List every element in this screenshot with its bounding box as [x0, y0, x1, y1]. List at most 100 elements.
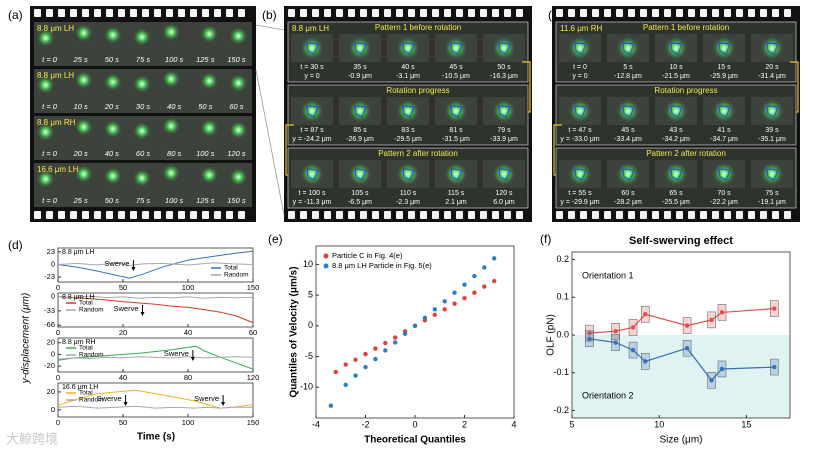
sprocket-hole — [556, 9, 563, 17]
section-title: Rotation progress — [654, 86, 717, 95]
particle-glow — [103, 120, 122, 138]
particle-glow — [348, 162, 372, 186]
point — [492, 278, 497, 284]
panel-letter: (e) — [268, 232, 283, 246]
sprocket-hole — [324, 9, 331, 17]
particle-glow — [444, 36, 468, 60]
time-label: 79 s — [497, 127, 511, 134]
point — [353, 373, 358, 378]
time-label: 81 s — [449, 127, 463, 134]
time-label: 30 s — [136, 102, 150, 111]
time-label: 100 s — [165, 196, 184, 205]
point — [343, 362, 348, 367]
time-label: 20 s — [73, 149, 88, 158]
time-label: 125 s — [196, 55, 215, 64]
particle-outline — [670, 105, 683, 118]
sprocket-hole — [408, 9, 415, 17]
panel-letter: (d) — [8, 238, 23, 252]
time-label: 50 s — [497, 64, 511, 71]
annotation: Swerve — [97, 394, 122, 403]
sprocket-hole — [592, 211, 599, 219]
sprocket-hole — [664, 9, 671, 17]
particle-glow — [103, 167, 122, 185]
point — [772, 364, 777, 370]
time-label: 105 s — [351, 190, 369, 197]
particle-glow — [229, 27, 248, 45]
displacement-label: -16.3 μm — [490, 73, 518, 80]
series-line — [57, 405, 253, 409]
particle-outline — [766, 42, 779, 55]
displacement-label: -35.1 μm — [758, 136, 786, 143]
sprocket-hole — [700, 211, 707, 219]
time-label: 15 s — [717, 64, 731, 71]
particle-glow — [200, 166, 219, 184]
sprocket-hole — [516, 9, 523, 17]
sprocket-hole — [420, 9, 427, 17]
particle-outline — [670, 42, 683, 55]
sprocket-hole — [724, 211, 731, 219]
subplot-label: 16.6 μm LH — [62, 384, 98, 391]
point — [373, 346, 378, 351]
time-label: 60 s — [136, 149, 150, 158]
point — [643, 312, 648, 317]
legend-label: Total — [224, 265, 238, 272]
sprocket-hole — [154, 9, 161, 17]
particle-glow — [444, 162, 468, 186]
x-axis-label: Theoretical Quantiles — [364, 435, 466, 446]
particle-glow — [568, 162, 592, 186]
sprocket-hole — [664, 211, 671, 219]
time-label: 60 s — [229, 102, 243, 111]
point — [630, 325, 636, 330]
particle-outline — [718, 105, 731, 118]
sprocket-hole — [130, 9, 137, 17]
sprocket-hole — [652, 9, 659, 17]
annotation: Swerve — [113, 304, 138, 313]
sprocket-hole — [130, 211, 137, 219]
particle-glow — [616, 36, 640, 60]
point — [684, 323, 690, 328]
particle-glow — [200, 119, 219, 137]
section-title: Pattern 2 after rotation — [378, 149, 458, 158]
particle-glow — [162, 70, 181, 88]
sprocket-hole — [712, 9, 719, 17]
displacement-label: 6.0 μm — [493, 199, 515, 206]
x-tick-label: 80 — [184, 373, 192, 382]
sprocket-hole — [384, 9, 391, 17]
displacement-label: y = -11.3 μm — [293, 199, 332, 206]
time-label: 43 s — [669, 127, 683, 134]
sprocket-hole — [616, 9, 623, 17]
annotation: Swerve — [194, 394, 219, 403]
time-label: 10 s — [74, 102, 88, 111]
point — [452, 301, 457, 306]
x-tick-label: 0 — [56, 373, 60, 382]
x-axis-label: Size (μm) — [660, 435, 703, 446]
sprocket-hole — [628, 9, 635, 17]
sprocket-hole — [106, 9, 113, 17]
x-tick-label: 50 — [119, 283, 127, 292]
x-tick-label: 40 — [184, 328, 192, 337]
particle-glow — [200, 72, 219, 90]
particle-outline — [670, 168, 683, 181]
row-label: 16.6 μm LH — [37, 165, 79, 174]
particle-glow — [162, 164, 181, 182]
time-label: t = 100 s — [298, 190, 326, 197]
sprocket-hole — [336, 9, 343, 17]
time-label: 40 s — [167, 102, 181, 111]
particle-glow — [133, 169, 151, 187]
sprocket-hole — [214, 211, 221, 219]
particle-outline — [718, 168, 731, 181]
x-axis-label: Time (s) — [137, 432, 175, 443]
particle-outline — [402, 105, 415, 118]
sprocket-hole — [408, 211, 415, 219]
sprocket-hole — [94, 9, 101, 17]
time-label: 10 s — [669, 64, 683, 71]
legend-label: 8.8 μm LH Particle in Fig. 5(e) — [332, 261, 432, 270]
time-label: 50 s — [198, 102, 212, 111]
particle-glow — [200, 25, 219, 43]
particle-outline — [766, 105, 779, 118]
x-tick-label: -4 — [312, 420, 320, 430]
subplot-label: 8.8 μm LH — [62, 294, 94, 301]
sprocket-hole — [94, 211, 101, 219]
plot-frame — [57, 337, 254, 373]
time-label: 70 s — [717, 190, 731, 197]
